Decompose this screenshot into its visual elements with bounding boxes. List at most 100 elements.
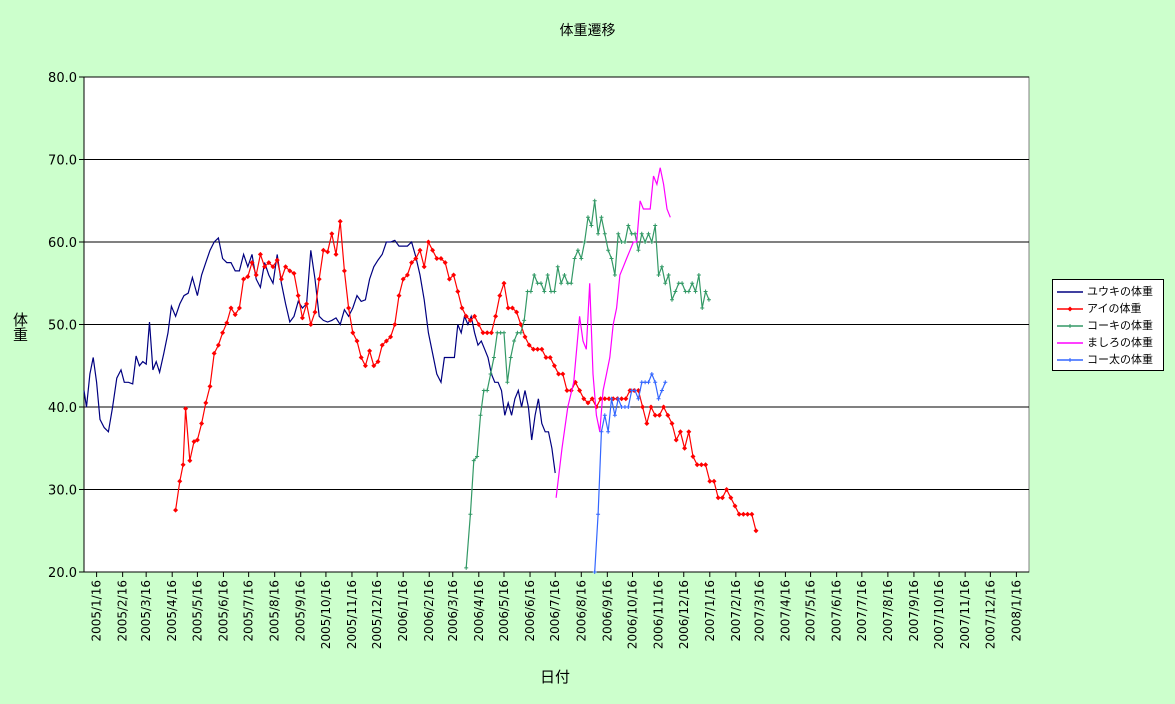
data-point xyxy=(653,380,658,385)
x-tick-label: 2006/2/16 xyxy=(422,580,436,642)
data-point xyxy=(639,231,644,236)
data-point xyxy=(693,289,698,294)
data-point xyxy=(606,396,612,402)
data-point xyxy=(629,388,634,393)
data-point xyxy=(346,305,352,311)
y-tick-label: 50.0 xyxy=(48,319,77,334)
data-point xyxy=(562,273,567,277)
legend-item: アイの体重 xyxy=(1053,300,1163,317)
data-point xyxy=(659,264,664,269)
data-point xyxy=(358,355,364,360)
data-point xyxy=(619,396,625,402)
data-point xyxy=(649,372,654,376)
data-point xyxy=(295,293,301,299)
legend-item: ましろの体重 xyxy=(1053,334,1163,351)
data-point xyxy=(337,218,343,224)
data-point xyxy=(478,413,483,418)
data-point xyxy=(640,404,646,410)
data-point xyxy=(475,454,480,459)
data-point xyxy=(299,315,305,321)
data-point xyxy=(291,270,297,276)
data-point xyxy=(430,247,436,253)
x-tick-label: 2005/8/16 xyxy=(268,580,282,642)
data-point xyxy=(446,276,452,282)
data-point xyxy=(341,268,347,274)
data-point xyxy=(753,528,759,534)
x-tick-label: 2007/12/16 xyxy=(983,580,997,649)
y-tick-label: 40.0 xyxy=(48,401,77,416)
data-point xyxy=(586,215,590,220)
data-point xyxy=(211,350,217,356)
legend-item: ユウキの体重 xyxy=(1053,283,1163,300)
data-point xyxy=(464,565,469,570)
data-point xyxy=(592,570,597,574)
data-point xyxy=(274,257,280,263)
x-tick-label: 2007/1/16 xyxy=(703,580,717,642)
data-point xyxy=(619,240,624,244)
data-point xyxy=(560,371,566,377)
data-point xyxy=(629,231,634,236)
y-tick-label: 20.0 xyxy=(48,566,77,581)
data-point xyxy=(616,396,621,401)
data-point xyxy=(266,260,272,266)
data-point xyxy=(379,342,385,348)
data-point xyxy=(515,330,520,335)
legend-swatch xyxy=(1057,358,1083,362)
data-point xyxy=(253,272,259,278)
y-tick-label: 80.0 xyxy=(48,71,77,86)
data-point xyxy=(599,215,604,220)
data-point xyxy=(491,355,496,360)
data-point xyxy=(362,363,368,369)
data-point xyxy=(333,251,339,257)
data-point xyxy=(706,297,711,302)
data-point xyxy=(686,289,691,294)
x-tick-label: 2006/5/16 xyxy=(497,580,511,642)
data-point xyxy=(609,256,614,261)
x-tick-label: 2006/12/16 xyxy=(677,580,691,649)
data-point xyxy=(696,273,701,277)
data-point xyxy=(316,276,322,282)
x-tick-label: 2006/6/16 xyxy=(523,580,537,642)
x-tick-label: 2007/10/16 xyxy=(932,580,946,649)
data-point xyxy=(543,355,549,360)
data-point xyxy=(602,231,607,236)
data-point xyxy=(236,305,242,311)
data-point xyxy=(636,396,641,401)
x-tick-label: 2007/9/16 xyxy=(907,580,921,642)
data-point xyxy=(545,273,550,277)
x-tick-label: 2005/1/16 xyxy=(90,580,104,642)
data-point xyxy=(493,313,499,319)
data-point xyxy=(551,363,557,369)
data-point xyxy=(187,458,193,464)
data-point xyxy=(728,495,734,501)
data-point xyxy=(207,383,213,389)
data-point xyxy=(652,412,658,418)
data-point xyxy=(669,421,675,426)
data-point xyxy=(350,330,356,336)
data-point xyxy=(656,396,661,401)
x-tick-label: 2007/4/16 xyxy=(778,580,792,642)
data-point xyxy=(404,272,410,278)
data-point xyxy=(612,273,617,277)
data-point xyxy=(173,507,179,513)
data-point xyxy=(409,260,415,266)
data-point xyxy=(673,289,678,294)
data-point xyxy=(646,380,651,385)
data-point xyxy=(585,400,591,406)
data-point xyxy=(589,396,595,402)
series-line-0 xyxy=(83,236,556,474)
data-point xyxy=(606,429,611,434)
series-line-4 xyxy=(594,372,666,573)
data-point xyxy=(559,281,564,286)
data-point xyxy=(467,317,473,323)
data-point xyxy=(609,396,614,401)
data-point xyxy=(304,301,310,307)
data-point xyxy=(673,437,679,443)
data-point xyxy=(552,289,557,294)
data-point xyxy=(203,400,209,406)
x-tick-label: 2006/1/16 xyxy=(396,580,410,642)
data-point xyxy=(619,405,624,409)
x-tick-label: 2007/6/16 xyxy=(830,580,844,642)
